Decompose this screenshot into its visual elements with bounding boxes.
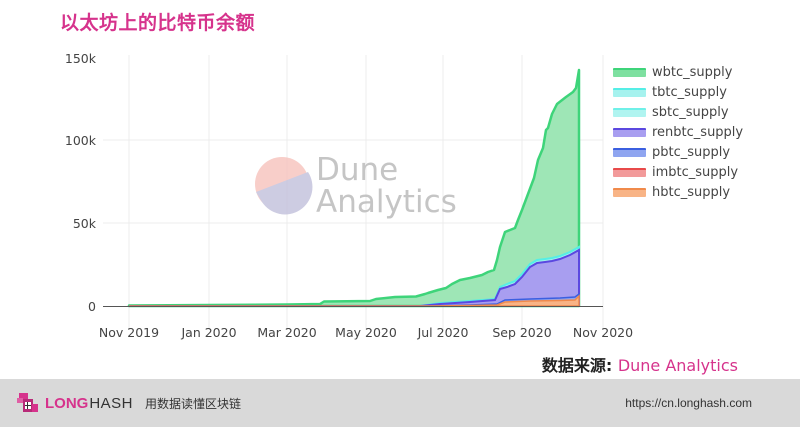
legend-item-pbtc[interactable]: pbtc_supply — [613, 142, 743, 162]
legend-item-sbtc[interactable]: sbtc_supply — [613, 102, 743, 122]
chart-area: Dune Analytics 150k 100k 50k 0 Nov 2019 … — [65, 51, 633, 340]
x-tick: Jul 2020 — [417, 325, 469, 340]
longhash-dragon-icon — [17, 393, 38, 412]
watermark-line2: Analytics — [316, 184, 457, 220]
source-name: Dune Analytics — [617, 356, 738, 375]
legend-swatch-icon — [613, 67, 646, 77]
x-tick: Sep 2020 — [492, 325, 551, 340]
footer-url-link[interactable]: https://cn.longhash.com — [625, 396, 752, 410]
longhash-logo[interactable]: LONG HASH 用数据读懂区块链 — [15, 390, 241, 416]
y-tick-50k: 50k — [73, 216, 97, 231]
y-tick-100k: 100k — [65, 133, 97, 148]
legend-item-tbtc[interactable]: tbtc_supply — [613, 82, 743, 102]
y-tick-150k: 150k — [65, 51, 97, 66]
x-tick: Jan 2020 — [180, 325, 236, 340]
x-tick: Nov 2019 — [99, 325, 159, 340]
chart-title: 以太坊上的比特币余额 — [60, 12, 256, 34]
brand-long: LONG — [45, 394, 89, 412]
dune-watermark: Dune Analytics — [255, 152, 457, 220]
legend-item-imbtc[interactable]: imbtc_supply — [613, 162, 743, 182]
data-source: 数据来源: Dune Analytics — [542, 352, 738, 376]
source-label: 数据来源: — [541, 356, 613, 375]
legend-item-renbtc[interactable]: renbtc_supply — [613, 122, 743, 142]
y-tick-0: 0 — [88, 299, 96, 314]
legend-item-hbtc[interactable]: hbtc_supply — [613, 182, 743, 202]
legend-swatch-icon — [613, 167, 646, 177]
footer-slogan: 用数据读懂区块链 — [145, 396, 242, 411]
legend-swatch-icon — [613, 187, 646, 197]
watermark-line1: Dune — [316, 152, 398, 188]
gridlines — [103, 55, 604, 330]
footer: LONG HASH 用数据读懂区块链 https://cn.longhash.c… — [0, 379, 800, 427]
x-axis: Nov 2019 Jan 2020 Mar 2020 May 2020 Jul … — [99, 325, 633, 340]
legend-swatch-icon — [613, 147, 646, 157]
series-hbtc-area — [129, 294, 580, 307]
legend: wbtc_supply tbtc_supply sbtc_supply renb… — [613, 62, 743, 202]
x-tick: Nov 2020 — [573, 325, 633, 340]
legend-swatch-icon — [613, 107, 646, 117]
x-tick: May 2020 — [335, 325, 397, 340]
x-tick: Mar 2020 — [257, 325, 316, 340]
y-axis: 150k 100k 50k 0 — [65, 51, 97, 314]
brand-hash: HASH — [89, 394, 134, 412]
legend-item-wbtc[interactable]: wbtc_supply — [613, 62, 743, 82]
legend-swatch-icon — [613, 87, 646, 97]
legend-swatch-icon — [613, 127, 646, 137]
